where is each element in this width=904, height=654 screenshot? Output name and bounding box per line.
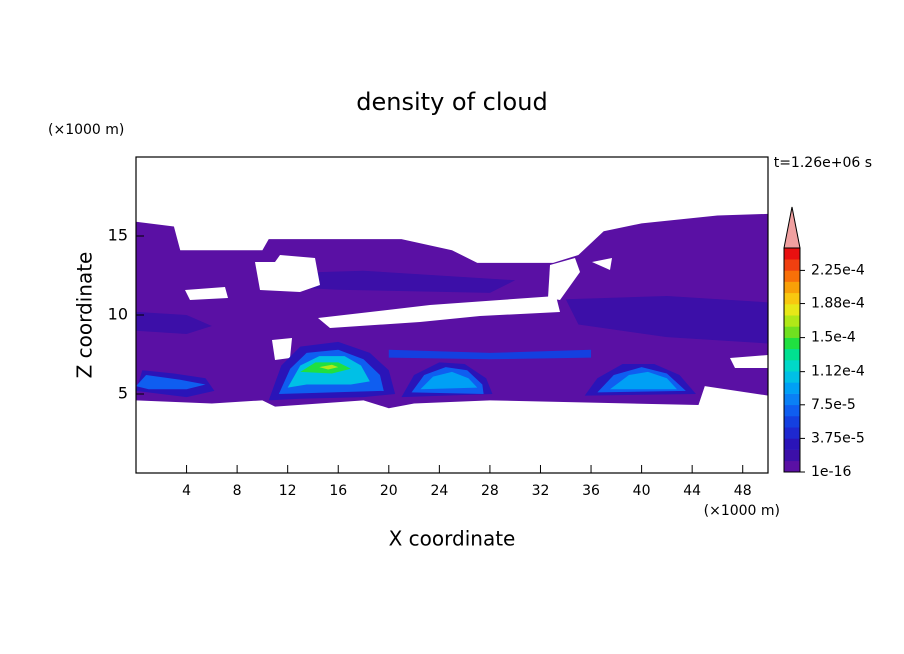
contour-region [610, 371, 677, 390]
x-tick-label: 32 [532, 483, 550, 499]
colorbar-band [784, 259, 800, 271]
time-label: t=1.26e+06 s [774, 155, 872, 171]
y-unit: (×1000 m) [48, 122, 124, 138]
colorbar-band [784, 393, 800, 406]
x-axis-label: X coordinate [389, 527, 516, 551]
colorbar-tick-label: 1e-16 [811, 464, 851, 480]
colorbar-band [784, 281, 800, 294]
colorbar-band [784, 382, 800, 394]
x-tick-label: 16 [329, 483, 347, 499]
gap [548, 258, 580, 300]
colorbar-band [784, 292, 800, 305]
x-tick-label: 44 [683, 483, 701, 499]
colorbar-tick-label: 1.88e-4 [811, 296, 865, 312]
y-axis-label: Z coordinate [73, 252, 97, 379]
colorbar-tick-label: 1.12e-4 [811, 364, 865, 380]
gaps [185, 255, 768, 368]
y-tick-label: 10 [108, 305, 128, 324]
gap [272, 338, 292, 360]
colorbar-band [784, 270, 800, 282]
colorbar-extend [783, 206, 801, 249]
gap [592, 258, 612, 270]
contours-high [136, 341, 696, 401]
colorbar-band [784, 438, 800, 450]
contour-region [388, 349, 592, 360]
colorbar-band [784, 460, 800, 473]
colorbar-band [784, 427, 800, 439]
gap [185, 287, 228, 300]
contour-region [565, 296, 768, 344]
colorbar-band [784, 337, 800, 350]
colorbar-tick-label: 7.5e-5 [811, 397, 856, 413]
x-tick-label: 8 [233, 483, 242, 499]
colorbar-band [784, 315, 800, 327]
colorbar-band [784, 360, 800, 372]
contour-region [136, 375, 206, 390]
gap [318, 296, 560, 328]
colorbar-band [784, 348, 800, 361]
x-tick-label: 28 [481, 483, 499, 499]
colorbar-tick-label: 3.75e-5 [811, 430, 865, 446]
x-unit: (×1000 m) [704, 503, 780, 519]
plot-area [136, 213, 768, 409]
contour-region [319, 364, 339, 370]
x-tick-label: 48 [734, 483, 752, 499]
colorbar-band [784, 371, 800, 383]
gap [730, 355, 768, 368]
colorbar-tick-label: 1.5e-4 [811, 330, 856, 346]
y-tick-label: 5 [118, 384, 128, 403]
colorbar-band [784, 248, 800, 260]
colorbar-band [784, 449, 800, 462]
y-tick-label: 15 [108, 226, 128, 245]
colorbar-band [784, 416, 800, 428]
x-tick-label: 20 [380, 483, 398, 499]
x-tick-label: 4 [182, 483, 191, 499]
x-tick-label: 36 [582, 483, 600, 499]
x-tick-label: 12 [279, 483, 297, 499]
colorbar-band [784, 326, 800, 338]
axes: 4 8 12 16 20 24 28 32 36 40 44 48510151e-163.75e-57… [108, 206, 865, 499]
gap [255, 255, 320, 292]
colorbar-tick-label: 2.25e-4 [811, 262, 865, 278]
contour-region [136, 311, 212, 334]
colorbar-band [784, 404, 800, 417]
contour-region [262, 270, 516, 293]
colorbar-band [784, 304, 800, 316]
x-tick-label: 24 [430, 483, 448, 499]
x-tick-label: 40 [633, 483, 651, 499]
chart-title: density of cloud [356, 88, 547, 116]
contour-region [420, 371, 478, 390]
colorbar-frame [783, 247, 801, 473]
